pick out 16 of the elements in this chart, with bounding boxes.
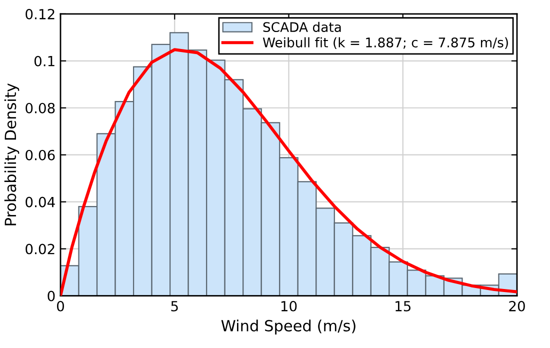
y-tick-label: 0 (48, 290, 55, 302)
y-tick-label: 0.08 (26, 102, 55, 114)
y-axis-title: Probability Density (4, 83, 20, 226)
y-tick-label: 0.02 (26, 244, 54, 254)
legend-label: Weibull fit (k = 1.887; c = 7.875 m/s) (262, 37, 508, 50)
y-tick-label: 0.12 (26, 8, 54, 20)
x-tick-label: 10 (281, 300, 297, 312)
y-tick-label: 0.04 (26, 196, 55, 208)
x-tick-label: 15 (396, 301, 410, 312)
x-axis-title: Wind Speed (m/s) (221, 320, 356, 334)
x-tick-label: 5 (171, 301, 178, 312)
legend-label: SCADA data (263, 22, 341, 32)
y-tick-label: 0.1 (34, 56, 54, 66)
x-tick-label: 0 (56, 300, 64, 312)
x-tick-label: 20 (509, 300, 525, 312)
y-tick-label: 0.06 (26, 150, 55, 160)
